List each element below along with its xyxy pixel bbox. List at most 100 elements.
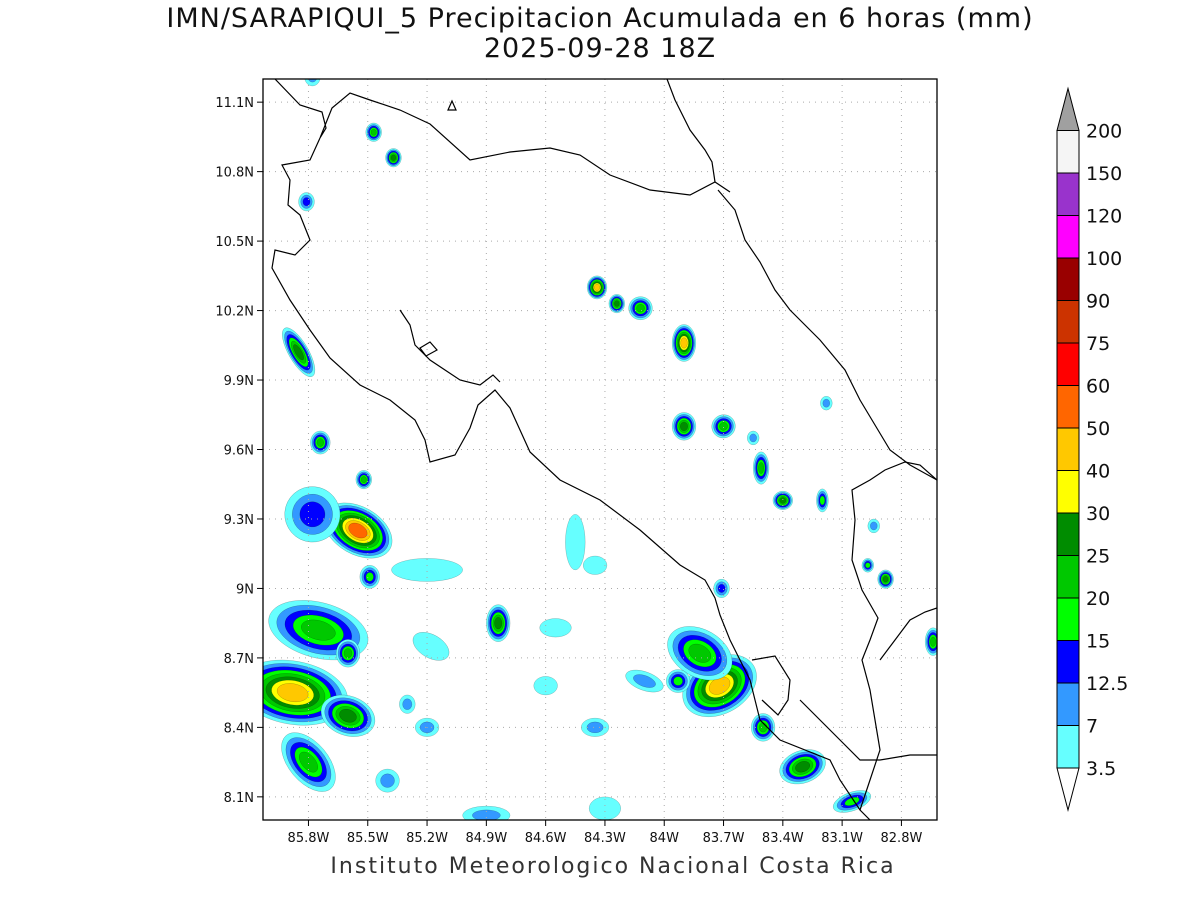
legend-color-box <box>1056 130 1080 174</box>
lon-tick-label: 85.8W <box>288 831 330 846</box>
legend-label: 12.5 <box>1086 673 1128 695</box>
rain-contour-band <box>299 501 326 528</box>
map-valid-time: 2025-09-28 18Z <box>483 33 717 64</box>
panama-north-coast <box>879 607 937 661</box>
rain-cell <box>671 324 697 362</box>
rain-contour-band <box>779 497 787 504</box>
rain-contour-band <box>882 576 889 583</box>
rain-cell <box>462 805 511 820</box>
costa-rica-panama-border <box>851 461 937 811</box>
credit-text: Instituto Meteorologico Nacional Costa R… <box>330 854 896 879</box>
lat-tick-label: 10.8N <box>215 166 254 181</box>
rain-cell <box>820 396 833 411</box>
rain-cell <box>877 569 894 589</box>
rain-contour-band <box>380 773 395 788</box>
lat-tick-label: 9.9N <box>224 374 254 389</box>
rain-cell <box>588 796 621 820</box>
chira-island <box>419 341 438 357</box>
rain-contour-band <box>360 476 367 483</box>
rain-contour-band <box>316 438 324 447</box>
rain-cell <box>304 79 321 87</box>
rain-contour-band <box>365 572 374 582</box>
lat-tick-label: 8.1N <box>224 791 254 806</box>
rain-cell <box>323 502 393 559</box>
rain-contour-band <box>339 708 357 723</box>
rain-contour-band <box>819 495 826 506</box>
rain-contour-band <box>565 514 586 571</box>
lon-tick-label: 84.3W <box>584 831 626 846</box>
rain-contour-band <box>594 283 601 291</box>
legend-label: 200 <box>1086 121 1122 143</box>
rain-cell <box>391 558 463 582</box>
rain-contour-band <box>293 344 304 361</box>
legend-color-box <box>1056 470 1080 514</box>
legend-label: 25 <box>1086 546 1110 568</box>
legend-color-box <box>1056 427 1080 471</box>
rain-cell <box>628 296 653 321</box>
rain-cell <box>335 639 361 668</box>
lon-tick-label: 85.5W <box>347 831 389 846</box>
legend-label: 50 <box>1086 418 1110 440</box>
rain-cell <box>298 192 315 212</box>
legend-color-box <box>1056 640 1080 684</box>
lon-tick-label: 84W <box>650 831 680 846</box>
lat-tick-label: 10.2N <box>215 305 254 320</box>
rain-contour-band <box>370 128 377 136</box>
lat-tick-label: 11.1N <box>215 96 254 111</box>
legend-color-box <box>1056 257 1080 301</box>
rain-contour-band <box>719 422 728 431</box>
lat-lon-grid <box>263 79 937 820</box>
rain-contour-band <box>391 558 463 582</box>
rain-cell <box>861 558 874 573</box>
rain-contour-band <box>633 674 656 688</box>
lon-tick-label: 84.9W <box>465 831 507 846</box>
rain-cell <box>751 713 776 742</box>
map-axes: 8.1N 8.4N 8.7N 9N 9.3N 9.6N 9.9N 10.2N 10.5N 10.8… <box>215 96 922 846</box>
rain-cell <box>320 694 376 737</box>
lat-tick-label: 9N <box>236 582 254 597</box>
legend-label: 3.5 <box>1086 758 1116 780</box>
rain-cell <box>772 490 793 510</box>
lat-tick-label: 8.4N <box>224 721 254 736</box>
rain-cell <box>711 414 736 439</box>
rain-cell <box>282 327 316 378</box>
rain-cell <box>586 275 608 300</box>
rain-contour-band <box>348 522 368 539</box>
rain-contour-band <box>865 562 871 569</box>
rain-contour-band <box>586 721 604 734</box>
rain-contour-band <box>614 300 620 307</box>
rain-contour-band <box>758 722 768 733</box>
rain-cell <box>671 412 697 441</box>
rain-contour-band <box>758 462 765 474</box>
rain-contour-band <box>870 521 878 531</box>
lon-tick-label: 85.2W <box>406 831 448 846</box>
coastlines-borders <box>271 79 937 820</box>
rain-contour-band <box>749 433 757 443</box>
rain-contour-band <box>298 751 318 773</box>
rain-contour-band <box>390 154 397 161</box>
rain-cell <box>747 430 760 446</box>
legend-color-box <box>1056 512 1080 556</box>
rain-cell <box>281 732 336 792</box>
legend-label: 20 <box>1086 588 1110 610</box>
pacific-coastline <box>271 137 871 820</box>
lat-tick-label: 10.5N <box>215 235 254 250</box>
legend-below-triangle <box>1056 767 1080 812</box>
lon-tick-label: 83.1W <box>821 831 863 846</box>
legend-above-triangle <box>1056 86 1080 131</box>
rain-contour-band <box>343 648 353 659</box>
rain-contour-band <box>301 619 336 641</box>
rain-cell <box>625 669 664 693</box>
lat-tick-label: 9.6N <box>224 444 254 459</box>
rain-contour-band <box>472 809 501 820</box>
legend-color-box <box>1056 725 1080 769</box>
legend-color-box <box>1056 342 1080 386</box>
legend-label: 15 <box>1086 631 1110 653</box>
legend-color-box <box>1056 597 1080 641</box>
map-title: IMN/SARAPIQUI_5 Precipitacion Acumulada … <box>166 3 1034 34</box>
rain-cell <box>752 451 770 485</box>
lon-tick-label: 83.7W <box>703 831 745 846</box>
rain-contour-band <box>494 617 503 630</box>
rain-cell <box>581 717 610 737</box>
rain-cell <box>263 659 348 726</box>
